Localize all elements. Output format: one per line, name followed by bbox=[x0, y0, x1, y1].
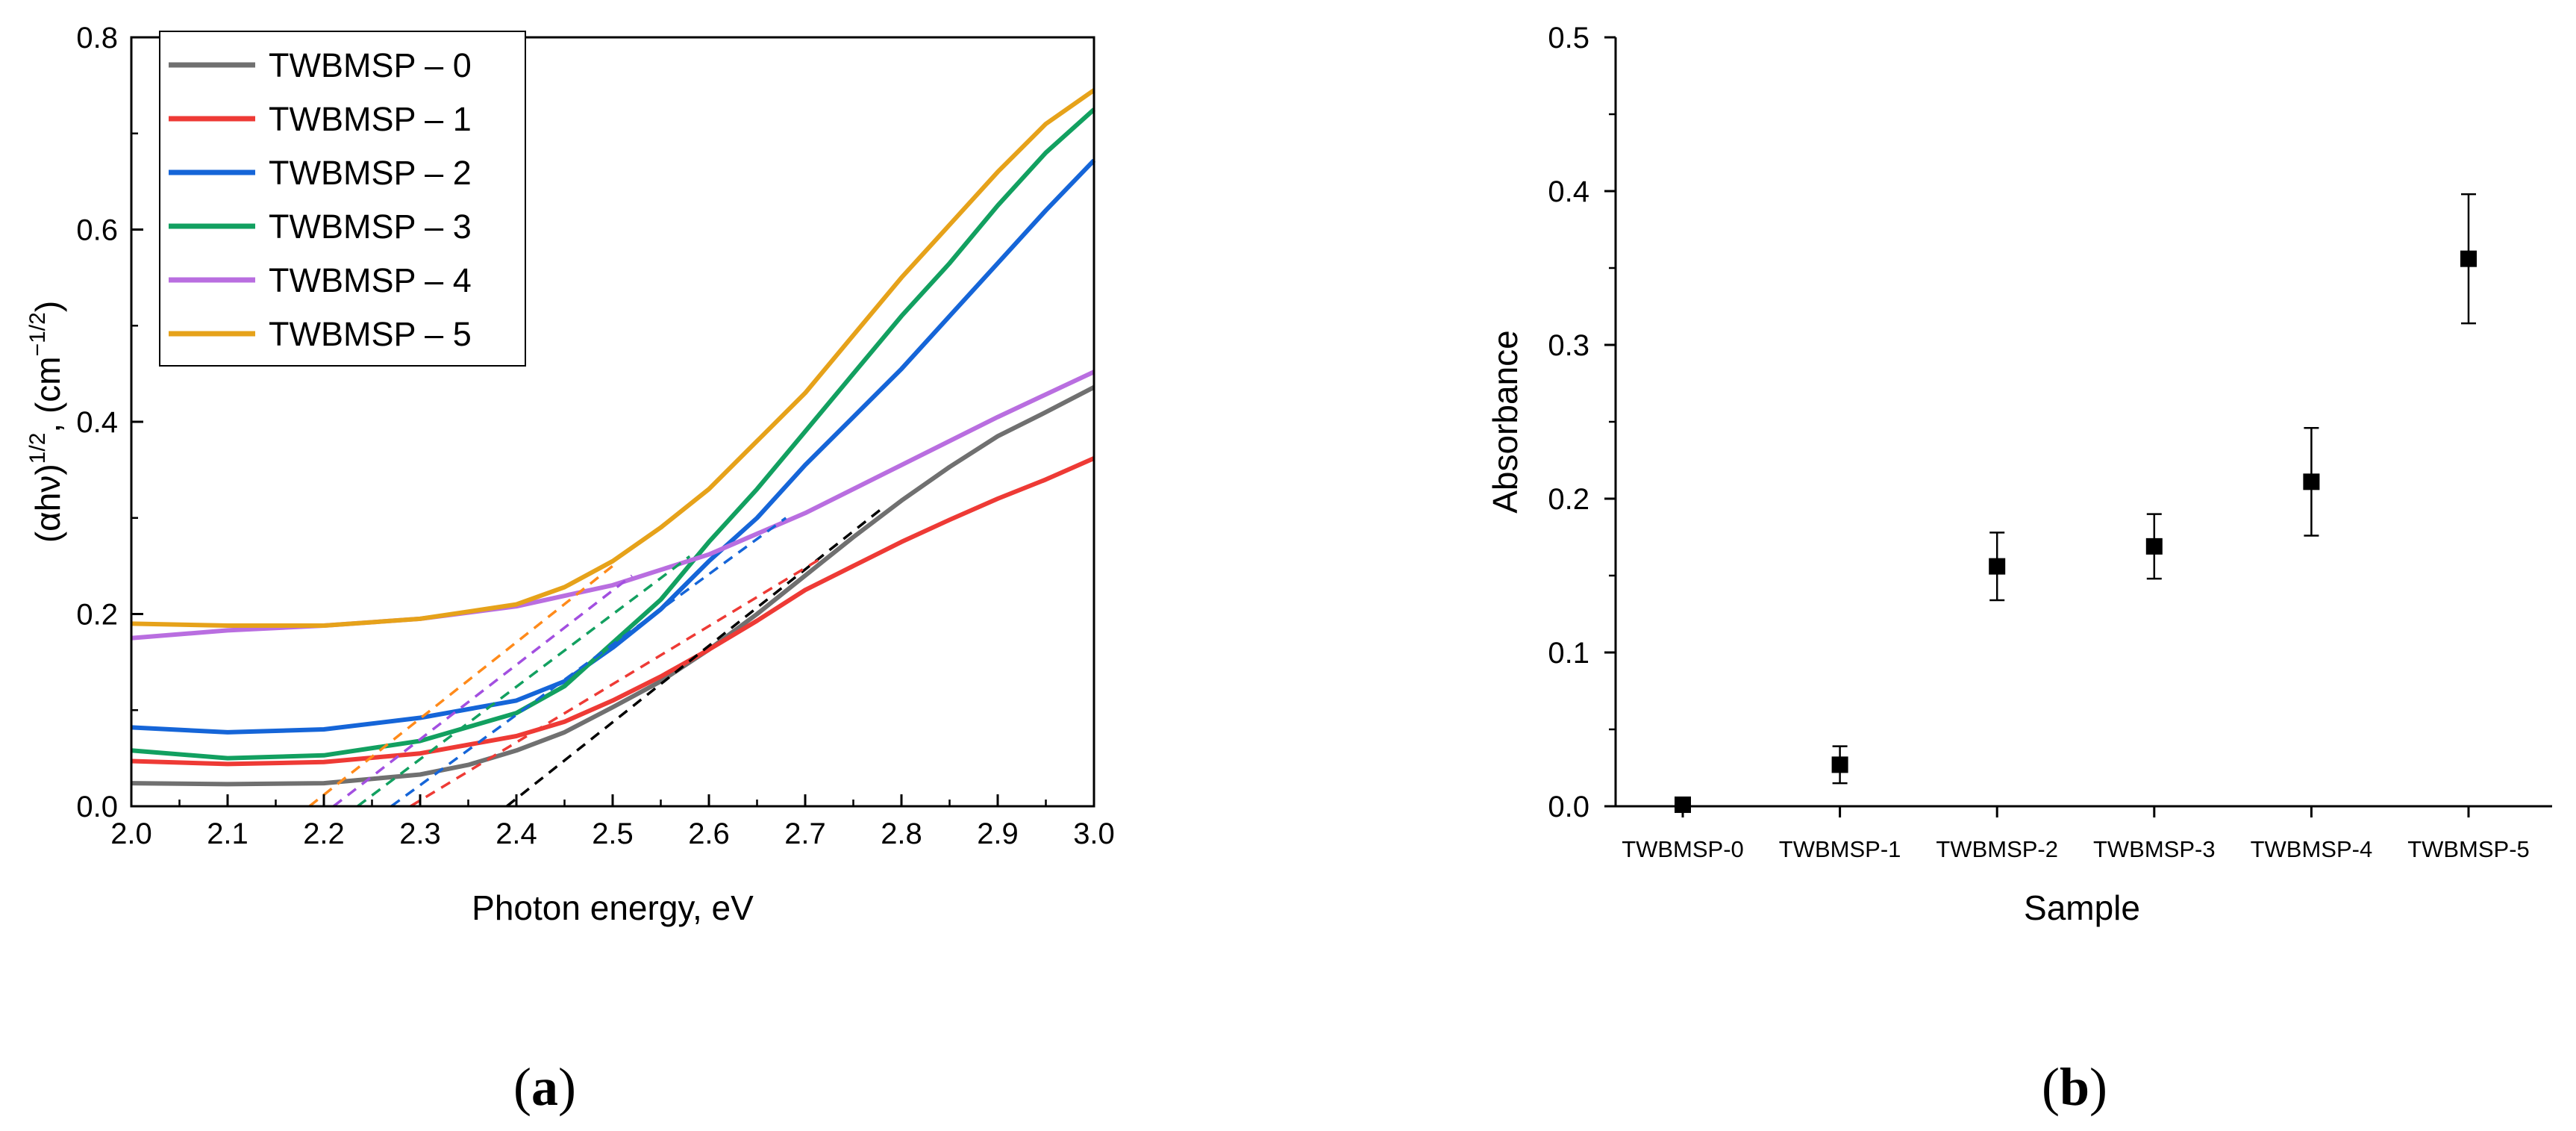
x-tick-label: TWBMSP-3 bbox=[2093, 836, 2216, 862]
y-tick-label: 0.2 bbox=[1548, 483, 1589, 516]
panel-a: 2.0 2.1 2.2 2.3 2.4 2.5 2.6 2.7 2.8 2.9 3.0 0.0 0.2… bbox=[25, 22, 1115, 1117]
y-label-mid: , (cm bbox=[28, 356, 67, 432]
tangent-fit-line bbox=[332, 574, 633, 808]
y-label-base: (αhν) bbox=[28, 464, 67, 543]
series-line bbox=[131, 108, 1096, 761]
x-tick-label: 2.3 bbox=[399, 817, 441, 850]
panel-a-caption-letter: a bbox=[531, 1057, 558, 1117]
x-tick-label: TWBMSP-1 bbox=[1779, 836, 1901, 862]
panel-a-y-axis-label: (αhν)1/2, (cm−1/2) bbox=[25, 301, 67, 543]
data-point-marker bbox=[2145, 538, 2163, 555]
y-label-end: ) bbox=[28, 301, 67, 312]
x-tick-label: 2.7 bbox=[784, 817, 826, 850]
legend-label: TWBMSP – 3 bbox=[269, 208, 472, 246]
panel-a-x-axis-label: Photon energy, eV bbox=[472, 888, 754, 927]
x-tick-label: 2.6 bbox=[688, 817, 730, 850]
legend-label: TWBMSP – 5 bbox=[269, 315, 472, 353]
panel-a-fit-lines-group bbox=[308, 507, 884, 808]
legend: TWBMSP – 0 TWBMSP – 1 TWBMSP – 2 TWBMSP – 3… bbox=[159, 31, 526, 367]
y-tick-label: 0.3 bbox=[1548, 329, 1589, 362]
data-point-marker bbox=[1989, 558, 2006, 575]
panel-b-caption: (b) bbox=[2042, 1057, 2107, 1117]
y-label-sup2: −1/2 bbox=[25, 312, 50, 356]
data-point-marker bbox=[1831, 756, 1848, 773]
tangent-fit-line bbox=[390, 517, 787, 808]
panel-b-x-ticks: TWBMSP-0 TWBMSP-1 TWBMSP-2 TWBMSP-3 TWBMSP-4… bbox=[1622, 806, 2530, 862]
legend-label: TWBMSP – 2 bbox=[269, 154, 472, 192]
panel-a-series-group bbox=[131, 88, 1096, 787]
panel-b-caption-letter: b bbox=[2060, 1057, 2089, 1117]
y-label-sup1: 1/2 bbox=[25, 433, 50, 464]
y-tick-label: 0.4 bbox=[1548, 175, 1589, 208]
data-point-marker bbox=[1675, 796, 1691, 813]
panel-a-x-ticks: 2.0 2.1 2.2 2.3 2.4 2.5 2.6 2.7 2.8 2.9 3.0 bbox=[110, 794, 1115, 850]
panel-a-y-ticks: 0.0 0.2 0.4 0.6 0.8 bbox=[76, 22, 143, 823]
panel-b-points bbox=[1675, 193, 2477, 813]
x-tick-label: 2.5 bbox=[592, 817, 634, 850]
panel-a-caption: (a) bbox=[513, 1057, 576, 1117]
data-point-marker bbox=[2460, 250, 2477, 267]
x-tick-label: TWBMSP-5 bbox=[2407, 836, 2530, 862]
legend-label: TWBMSP – 1 bbox=[269, 100, 472, 138]
y-tick-label: 0.2 bbox=[76, 599, 118, 632]
y-tick-label: 0.0 bbox=[1548, 791, 1589, 823]
legend-box bbox=[159, 31, 526, 367]
series-line bbox=[131, 456, 1095, 767]
y-tick-label: 0.6 bbox=[76, 214, 118, 247]
tangent-fit-line bbox=[410, 555, 825, 808]
y-tick-label: 0.5 bbox=[1548, 22, 1589, 54]
panel-b-x-axis-label: Sample bbox=[2024, 888, 2140, 927]
x-tick-label: TWBMSP-2 bbox=[1936, 836, 2058, 862]
x-tick-label: TWBMSP-0 bbox=[1622, 836, 1744, 862]
legend-label: TWBMSP – 4 bbox=[269, 261, 472, 299]
tangent-fit-line bbox=[506, 507, 884, 808]
x-tick-label: 2.4 bbox=[495, 817, 537, 850]
panel-b: 0.00.10.20.30.40.5 TWBMSP-0 TWBMSP-1 TWBMS… bbox=[1486, 22, 2552, 1117]
y-tick-label: 0.8 bbox=[76, 22, 118, 54]
x-tick-label: 2.1 bbox=[207, 817, 248, 850]
panel-b-y-ticks: 0.0 0.1 0.2 0.3 0.4 0.5 bbox=[1548, 22, 1616, 823]
y-tick-label: 0.1 bbox=[1548, 637, 1589, 670]
y-tick-label: 0.4 bbox=[76, 406, 118, 439]
x-tick-label: 2.0 bbox=[110, 817, 152, 850]
x-tick-label: 2.8 bbox=[881, 817, 922, 850]
series-line bbox=[131, 88, 1095, 628]
series-line bbox=[131, 158, 1096, 735]
series-line bbox=[131, 370, 1095, 641]
tangent-fit-line bbox=[357, 555, 691, 808]
x-tick-label: 2.2 bbox=[303, 817, 345, 850]
x-tick-label: 3.0 bbox=[1073, 817, 1115, 850]
legend-label: TWBMSP – 0 bbox=[269, 46, 472, 84]
y-tick-label: 0.0 bbox=[76, 791, 118, 823]
legend-items: TWBMSP – 0 TWBMSP – 1 TWBMSP – 2 TWBMSP – 3… bbox=[169, 46, 472, 353]
data-point-marker bbox=[2303, 473, 2320, 490]
x-tick-label: 2.9 bbox=[977, 817, 1019, 850]
panel-b-y-axis-label: Absorbance bbox=[1486, 330, 1525, 514]
x-tick-label: TWBMSP-4 bbox=[2251, 836, 2373, 862]
